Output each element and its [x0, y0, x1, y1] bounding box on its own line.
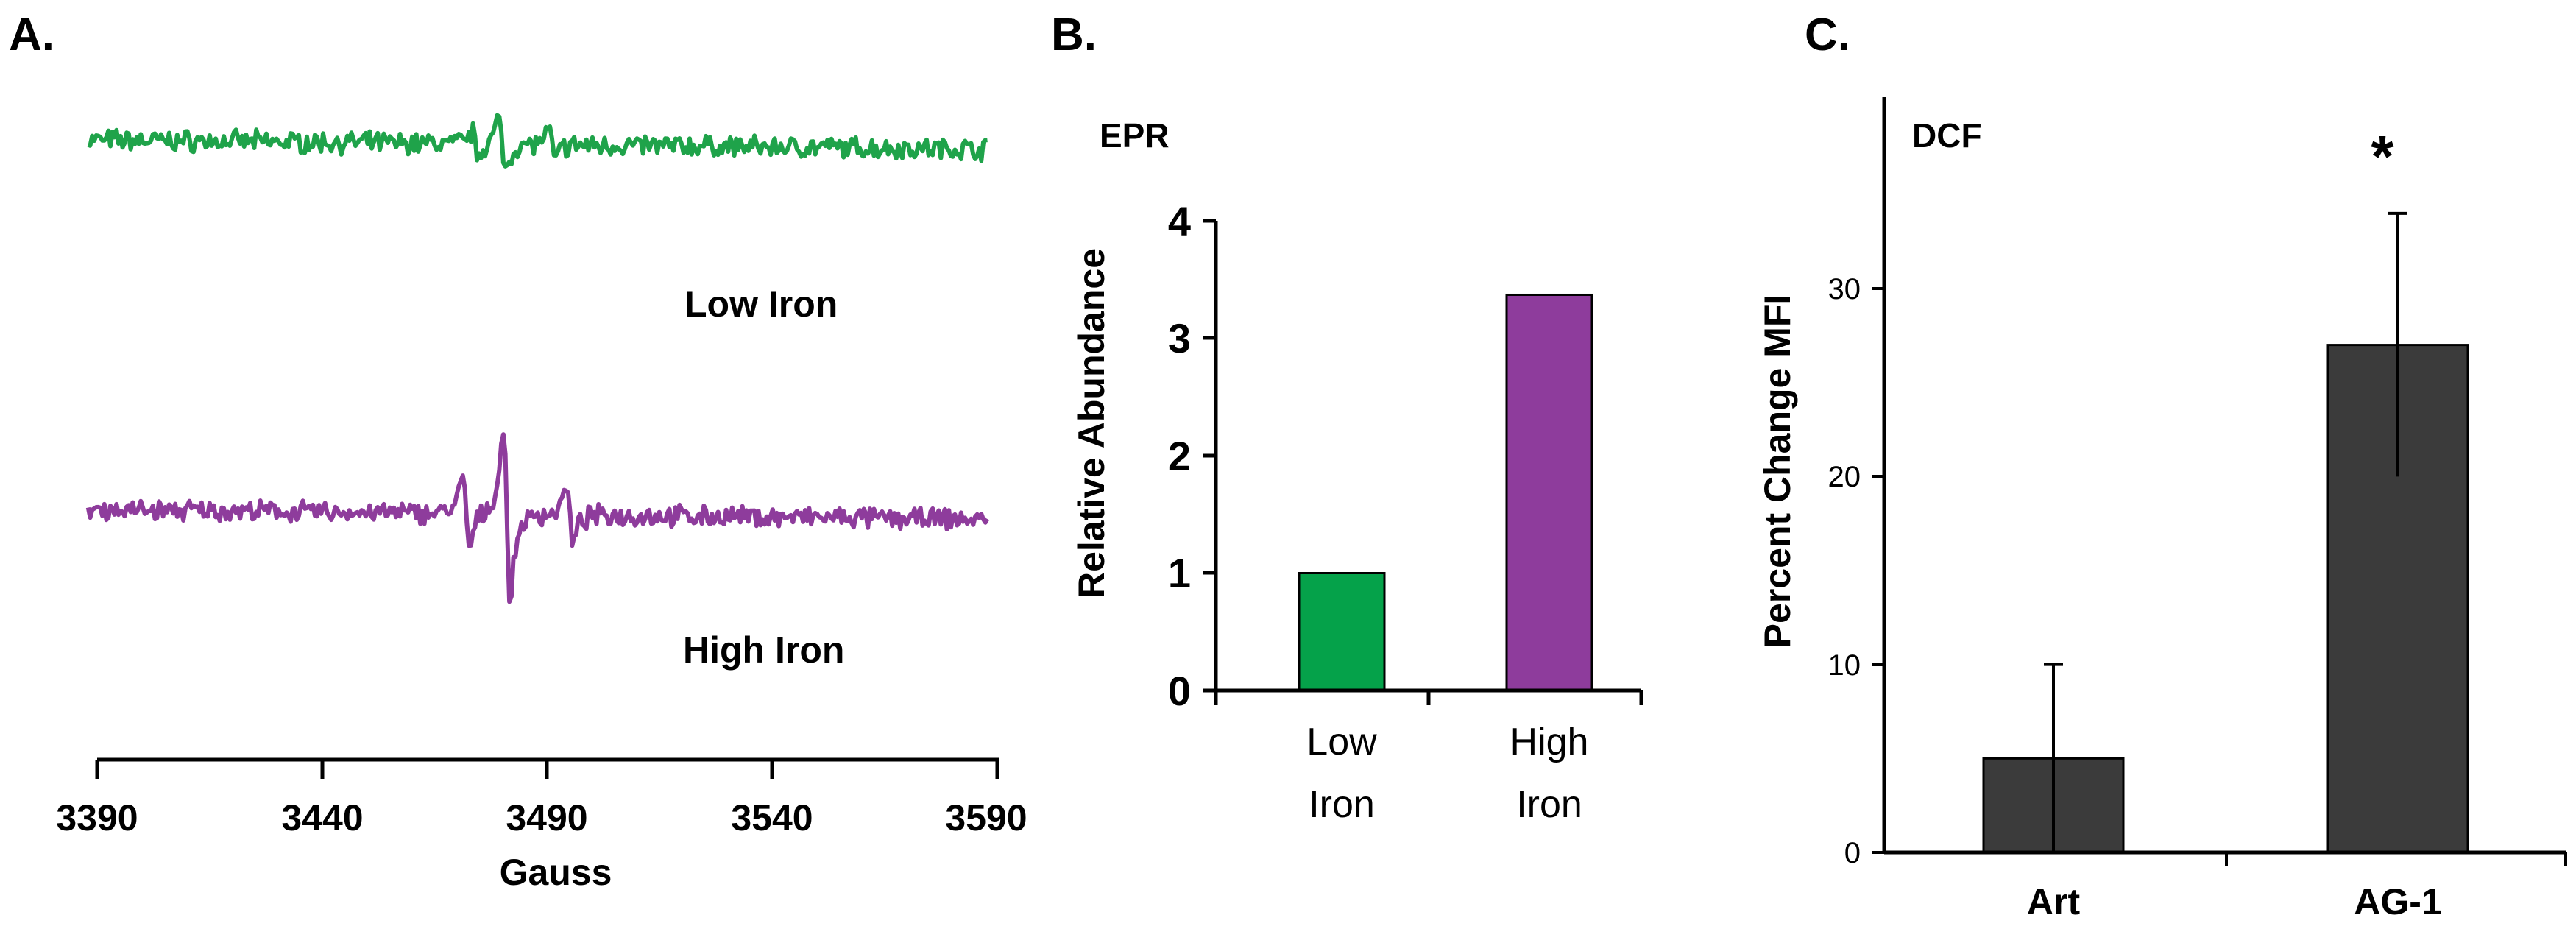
label-high-iron: High Iron [683, 629, 844, 671]
panel-label-c: C. [1805, 10, 1850, 60]
trace-low-iron [87, 113, 988, 169]
bar-high-iron [1505, 293, 1593, 692]
y-axis-title-b: Relative Abundance [1071, 248, 1112, 598]
y-tick-label: 20 [1828, 461, 1861, 493]
x-tick-label: 3440 [281, 797, 363, 838]
label-low-iron: Low Iron [684, 283, 838, 325]
x-axis-title-a: Gauss [500, 852, 612, 893]
category-label-ag1: AG-1 [2354, 881, 2441, 922]
x-ticks-a: 3390 3440 3490 3540 3590 [56, 760, 1027, 838]
y-tick-label: 10 [1828, 649, 1861, 682]
y-axis-title-c: Percent Change MFI [1757, 294, 1798, 649]
category-label-low-line2: Iron [1309, 783, 1375, 826]
bar-low-iron [1298, 572, 1386, 692]
category-label-high-line1: High [1510, 721, 1589, 763]
category-label-low-line1: Low [1306, 721, 1377, 763]
x-tick-label: 3540 [731, 797, 813, 838]
panel-c-chart: DCF Percent Change MFI 0 10 20 30 Art AG… [1757, 97, 2567, 922]
chart-title-b: EPR [1100, 116, 1170, 155]
chart-title-c: DCF [1912, 116, 1982, 155]
x-tick-label: 3490 [506, 797, 587, 838]
y-tick-label: 4 [1168, 198, 1191, 244]
y-tick-label: 0 [1168, 668, 1191, 714]
trace-high-iron [85, 432, 990, 604]
x-ticks-c [2225, 852, 2567, 866]
y-tick-label: 3 [1168, 315, 1191, 361]
x-ticks-b [1214, 690, 1643, 705]
panel-b-chart: EPR Relative Abundance 0 1 2 3 4 Low Iro… [1071, 116, 1643, 826]
y-ticks-b: 0 1 2 3 4 [1168, 198, 1216, 714]
y-tick-label: 2 [1168, 433, 1191, 479]
panel-label-b: B. [1051, 10, 1097, 60]
y-tick-label: 1 [1168, 550, 1191, 596]
x-tick-label: 3390 [56, 797, 138, 838]
category-label-art: Art [2027, 881, 2081, 922]
panel-a-chart: Low Iron High Iron 3390 3440 3490 3540 3… [56, 113, 1027, 893]
significance-marker-ag1: * [2371, 124, 2394, 189]
y-tick-label: 30 [1828, 273, 1861, 305]
category-label-high-line2: Iron [1516, 783, 1582, 826]
y-ticks-c: 0 10 20 30 [1828, 273, 1884, 869]
x-tick-label: 3590 [945, 797, 1027, 838]
panel-label-a: A. [9, 10, 54, 60]
y-tick-label: 0 [1844, 837, 1861, 869]
